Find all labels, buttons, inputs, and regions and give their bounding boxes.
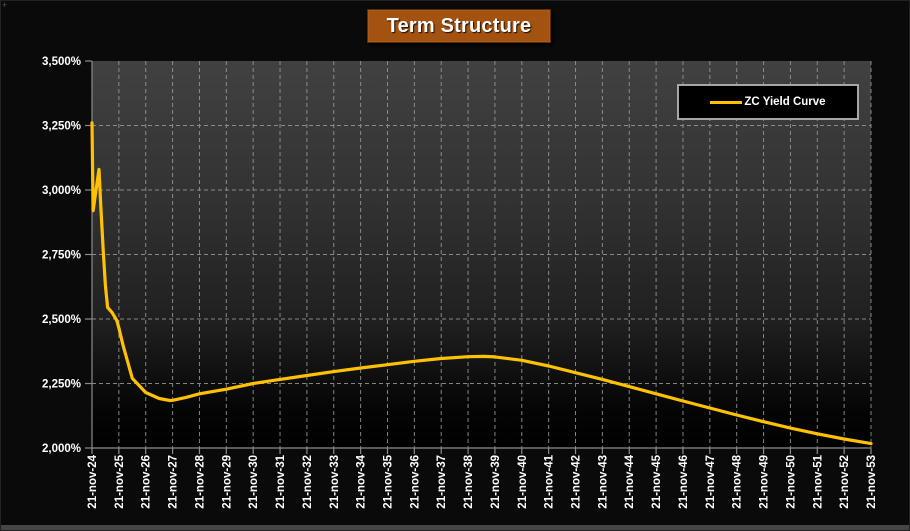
zc-yield-curve-line bbox=[90, 121, 873, 446]
x-tick-label: 21-nov-46 bbox=[678, 455, 690, 509]
x-tick-label: 21-nov-39 bbox=[490, 455, 502, 509]
corner-artifact: + bbox=[2, 0, 8, 10]
x-tick-label: 21-nov-31 bbox=[275, 454, 287, 508]
x-tick-label: 21-nov-24 bbox=[87, 454, 99, 508]
x-tick-label: 21-nov-47 bbox=[705, 455, 717, 509]
x-tick-label: 21-nov-36 bbox=[409, 455, 421, 509]
y-tick-label: 3,500% bbox=[42, 56, 81, 68]
x-tick-label: 21-nov-51 bbox=[812, 454, 824, 508]
y-axis-labels: 2,000% 2,250% 2,500% 2,750% 3,000% 3,250% 3,50… bbox=[42, 56, 81, 455]
x-tick-label: 21-nov-27 bbox=[168, 455, 180, 509]
y-tick-label: 2,750% bbox=[42, 250, 81, 262]
x-tick-label: 21-nov-32 bbox=[302, 455, 314, 509]
x-tick-label: 21-nov-48 bbox=[732, 454, 744, 508]
x-tick-label: 21-nov-53 bbox=[866, 455, 878, 509]
x-axis-labels: 21-nov-24 21-nov-25 21-nov-26 21-nov-27 21-n… bbox=[87, 454, 878, 508]
x-tick-label: 21-nov-29 bbox=[221, 455, 233, 509]
x-tick-label: 21-nov-44 bbox=[624, 454, 636, 508]
y-tick-label: 3,000% bbox=[42, 185, 81, 197]
x-tick-label: 21-nov-33 bbox=[329, 455, 341, 509]
chart-title: Term Structure bbox=[367, 9, 551, 43]
x-tick-label: 21-nov-28 bbox=[194, 454, 206, 508]
x-tick-label: 21-nov-25 bbox=[114, 454, 126, 508]
y-tick-label: 2,000% bbox=[42, 443, 81, 455]
x-tick-label: 21-nov-41 bbox=[544, 454, 556, 508]
legend-line-swatch bbox=[710, 100, 743, 104]
y-tick-label: 2,250% bbox=[42, 379, 81, 391]
x-tick-label: 21-nov-34 bbox=[356, 454, 368, 508]
x-tick-label: 21-nov-49 bbox=[759, 455, 771, 509]
window-bottom-edge bbox=[1, 525, 909, 530]
x-tick-label: 21-nov-45 bbox=[651, 454, 663, 508]
x-tick-label: 21-nov-38 bbox=[463, 454, 475, 508]
x-tick-label: 21-nov-37 bbox=[436, 455, 448, 509]
gridlines bbox=[92, 61, 872, 448]
y-tick-label: 3,250% bbox=[42, 121, 81, 133]
x-tick-label: 21-nov-52 bbox=[839, 455, 851, 509]
x-tick-label: 21-nov-30 bbox=[248, 455, 260, 509]
legend-label: ZC Yield Curve bbox=[744, 96, 826, 108]
legend: ZC Yield Curve bbox=[677, 84, 859, 120]
x-tick-label: 21-nov-40 bbox=[517, 455, 529, 509]
x-tick-label: 21-nov-43 bbox=[597, 455, 609, 509]
x-tick-label: 21-nov-35 bbox=[382, 454, 394, 508]
x-tick-label: 21-nov-26 bbox=[141, 455, 153, 509]
y-tick-label: 2,500% bbox=[42, 314, 81, 326]
x-tick-label: 21-nov-50 bbox=[785, 455, 797, 509]
x-tick-label: 21-nov-42 bbox=[571, 455, 583, 509]
